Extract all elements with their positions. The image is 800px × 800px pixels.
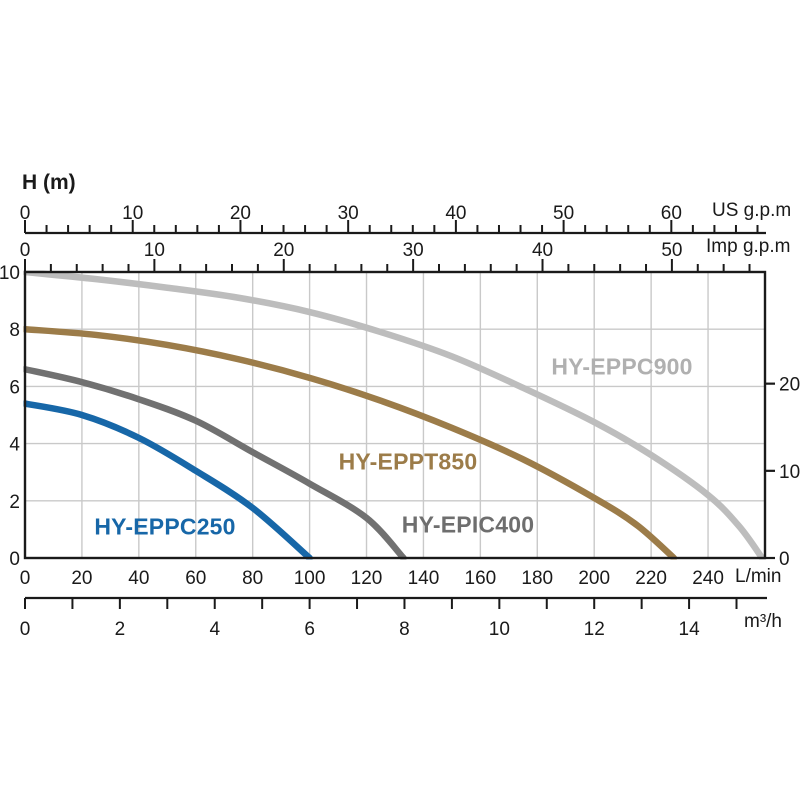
svg-text:120: 120	[351, 568, 383, 589]
curve-hy-eppc900	[23, 270, 766, 560]
curve-hy-eppt850	[23, 325, 678, 560]
svg-text:14: 14	[679, 619, 701, 640]
svg-text:12: 12	[584, 619, 605, 640]
imp-gpm-unit-label: Imp g.p.m	[706, 236, 791, 257]
svg-text:6: 6	[9, 377, 20, 398]
curve-label-hy-eppt850: HY-EPPT850	[338, 448, 478, 475]
head-m-axis: 10 8 6 4 2 0	[0, 263, 20, 570]
svg-text:0: 0	[20, 203, 31, 224]
svg-text:2: 2	[115, 619, 126, 640]
svg-text:40: 40	[532, 240, 553, 261]
svg-text:40: 40	[445, 203, 466, 224]
svg-text:8: 8	[399, 619, 410, 640]
svg-text:60: 60	[661, 203, 682, 224]
svg-text:0: 0	[20, 619, 31, 640]
us-gpm-unit-label: US g.p.m	[712, 200, 792, 221]
lpm-axis: 0 20 40 60 80 100 120 140 160 180 200 220 240	[20, 568, 724, 589]
svg-text:6: 6	[304, 619, 315, 640]
svg-text:10: 10	[489, 619, 510, 640]
imp-gpm-axis: 0 10 20 30 40 50	[20, 240, 751, 272]
curve-label-hy-eppc250: HY-EPPC250	[94, 513, 236, 540]
svg-text:200: 200	[578, 568, 610, 589]
svg-text:2: 2	[9, 492, 20, 513]
m3h-axis: 0 2 4 6 8 10 12 14	[20, 596, 767, 640]
svg-text:20: 20	[230, 203, 251, 224]
lpm-unit-label: L/min	[735, 566, 782, 587]
svg-text:0: 0	[20, 240, 31, 261]
plot-border	[23, 270, 767, 560]
svg-text:10: 10	[122, 203, 143, 224]
svg-text:10: 10	[144, 240, 165, 261]
svg-text:10: 10	[0, 263, 20, 284]
m3h-unit-label: m³/h	[744, 611, 782, 632]
us-gpm-axis: 0 10 20 30 40 50 60	[20, 203, 766, 235]
svg-text:80: 80	[242, 568, 263, 589]
head-axis-title: H (m)	[22, 171, 76, 194]
svg-text:60: 60	[185, 568, 206, 589]
svg-text:20: 20	[273, 240, 294, 261]
svg-text:30: 30	[403, 240, 424, 261]
svg-text:8: 8	[9, 320, 20, 341]
svg-text:0: 0	[20, 568, 31, 589]
svg-text:20: 20	[71, 568, 92, 589]
svg-text:20: 20	[779, 375, 800, 396]
svg-text:30: 30	[338, 203, 359, 224]
svg-text:160: 160	[465, 568, 497, 589]
svg-text:220: 220	[635, 568, 667, 589]
svg-text:4: 4	[209, 619, 220, 640]
svg-text:100: 100	[294, 568, 326, 589]
curve-hy-eppc250	[23, 400, 313, 560]
curve-label-hy-epic400: HY-EPIC400	[401, 511, 535, 538]
svg-text:50: 50	[661, 240, 682, 261]
svg-text:0: 0	[779, 549, 790, 570]
curve-hy-epic400	[23, 365, 407, 560]
svg-text:0: 0	[9, 549, 20, 570]
svg-text:10: 10	[779, 462, 800, 483]
svg-text:140: 140	[408, 568, 440, 589]
head-ft-axis: 20 10 0	[765, 375, 800, 570]
svg-text:180: 180	[521, 568, 553, 589]
curve-label-hy-eppc900: HY-EPPC900	[551, 353, 693, 380]
pump-curves	[23, 270, 766, 560]
svg-text:40: 40	[128, 568, 149, 589]
svg-text:240: 240	[692, 568, 724, 589]
svg-text:4: 4	[9, 435, 20, 456]
svg-text:50: 50	[553, 203, 574, 224]
